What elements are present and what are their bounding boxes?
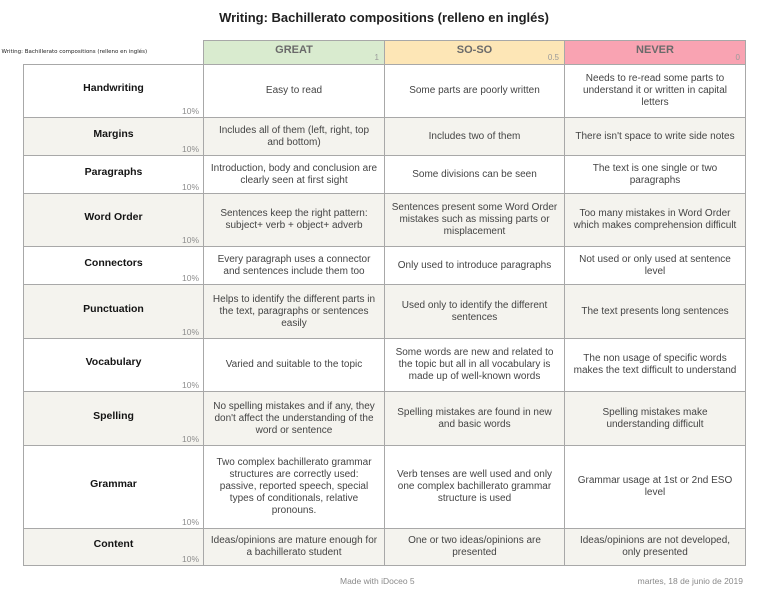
criterion-name: Spelling [93,409,134,422]
header-row: Writing: Bachillerato compositions (rell… [2,40,746,65]
level-label: GREAT [275,44,313,56]
criterion-row: Word Order 10% Sentences keep the right pa… [23,193,746,247]
criterion-cell[interactable]: Word Order 10% [23,193,204,247]
criterion-weight: 10% [181,182,199,192]
descriptor-never[interactable]: The text is one single or two paragraphs [564,155,746,194]
criterion-name: Punctuation [83,302,144,315]
criterion-weight: 10% [181,144,199,154]
descriptor-great[interactable]: Easy to read [203,64,385,118]
descriptor-great[interactable]: No spelling mistakes and if any, they do… [203,391,385,446]
descriptor-never[interactable]: Grammar usage at 1st or 2nd ESO level [564,445,746,529]
criterion-row: Content 10% Ideas/opinions are mature enou… [23,528,746,566]
criterion-cell[interactable]: Grammar 10% [23,445,204,529]
descriptor-great[interactable]: Helps to identify the different parts in… [203,284,385,339]
descriptor-never[interactable]: Not used or only used at sentence level [564,246,746,285]
descriptor-great[interactable]: Includes all of them (left, right, top a… [203,117,385,156]
descriptor-never[interactable]: There isn't space to write side notes [564,117,746,156]
descriptor-never[interactable]: Too many mistakes in Word Order which ma… [564,193,746,247]
criterion-weight: 10% [181,554,199,564]
criterion-row: Handwriting 10% Easy to read Some parts are… [23,64,746,118]
level-header-never[interactable]: NEVER 0 [564,40,746,65]
descriptor-so-so[interactable]: Some words are new and related to the to… [384,338,565,392]
footer-date: martes, 18 de junio de 2019 [637,576,743,586]
level-score: 1 [374,53,379,62]
criterion-weight: 10% [181,434,199,444]
level-label: NEVER [636,44,674,56]
criterion-cell[interactable]: Margins 10% [23,117,204,156]
descriptor-so-so[interactable]: Spelling mistakes are found in new and b… [384,391,565,446]
descriptor-never[interactable]: The non usage of specific words makes th… [564,338,746,392]
descriptor-so-so[interactable]: Verb tenses are well used and only one c… [384,445,565,529]
descriptor-never[interactable]: Ideas/opinions are not developed, only p… [564,528,746,566]
criterion-name: Paragraphs [84,165,143,178]
descriptor-so-so[interactable]: One or two ideas/opinions are presented [384,528,565,566]
descriptor-great[interactable]: Ideas/opinions are mature enough for a b… [203,528,385,566]
descriptor-great[interactable]: Sentences keep the right pattern: subjec… [203,193,385,247]
level-header-great[interactable]: GREAT 1 [203,40,385,65]
criterion-row: Connectors 10% Every paragraph uses a conn… [23,246,746,285]
criterion-cell[interactable]: Paragraphs 10% [23,155,204,194]
criterion-row: Margins 10% Includes all of them (left, ri… [23,117,746,156]
descriptor-great[interactable]: Every paragraph uses a connector and sen… [203,246,385,285]
criterion-weight: 10% [181,273,199,283]
criterion-name: Grammar [90,478,137,490]
criterion-cell[interactable]: Punctuation 10% [23,284,204,339]
level-header-so-so[interactable]: SO-SO 0.5 [384,40,565,65]
criterion-weight: 10% [181,380,199,390]
criterion-weight: 10% [181,327,199,337]
criterion-cell[interactable]: Spelling 10% [23,391,204,446]
level-label: SO-SO [456,44,493,56]
descriptor-so-so[interactable]: Used only to identify the different sent… [384,284,565,339]
criterion-row: Punctuation 10% Helps to identify the diff… [23,284,746,339]
rubric-corner-label: Writing: Bachillerato compositions (rell… [2,40,204,65]
criterion-row: Spelling 10% No spelling mistakes and if a… [23,391,746,446]
criterion-weight: 10% [181,106,199,116]
criterion-name: Margins [93,127,134,140]
descriptor-so-so[interactable]: Some divisions can be seen [384,155,565,194]
criterion-weight: 10% [181,235,199,245]
criterion-cell[interactable]: Connectors 10% [23,246,204,285]
criterion-name: Connectors [84,256,143,269]
criterion-row: Vocabulary 10% Varied and suitable to the … [23,338,746,392]
descriptor-never[interactable]: Needs to re-read some parts to understan… [564,64,746,118]
descriptor-great[interactable]: Two complex bachillerato grammar structu… [203,445,385,529]
criterion-name: Handwriting [83,82,144,94]
descriptor-so-so[interactable]: Sentences present some Word Order mistak… [384,193,565,247]
criterion-name: Content [93,538,134,550]
criterion-name: Vocabulary [85,356,142,368]
footer-made-with: Made with iDoceo 5 [340,576,415,586]
corner-label-text: Writing: Bachillerato compositions (rell… [1,49,148,56]
criterion-row: Grammar 10% Two complex bachillerato gramm… [23,445,746,529]
criterion-cell[interactable]: Content 10% [23,528,204,566]
descriptor-great[interactable]: Introduction, body and conclusion are cl… [203,155,385,194]
descriptor-never[interactable]: The text presents long sentences [564,284,746,339]
rubric-table: Writing: Bachillerato compositions (rell… [2,40,746,566]
descriptor-so-so[interactable]: Includes two of them [384,117,565,156]
criterion-cell[interactable]: Handwriting 10% [23,64,204,118]
criterion-cell[interactable]: Vocabulary 10% [23,338,204,392]
level-score: 0 [735,53,740,62]
criterion-weight: 10% [181,517,199,527]
level-score: 0.5 [547,53,559,62]
criterion-name: Word Order [84,211,143,223]
criterion-row: Paragraphs 10% Introduction, body and conc… [23,155,746,194]
descriptor-so-so[interactable]: Some parts are poorly written [384,64,565,118]
descriptor-great[interactable]: Varied and suitable to the topic [203,338,385,392]
descriptor-never[interactable]: Spelling mistakes make understanding dif… [564,391,746,446]
descriptor-so-so[interactable]: Only used to introduce paragraphs [384,246,565,285]
page-title: Writing: Bachillerato compositions (rell… [219,10,549,25]
